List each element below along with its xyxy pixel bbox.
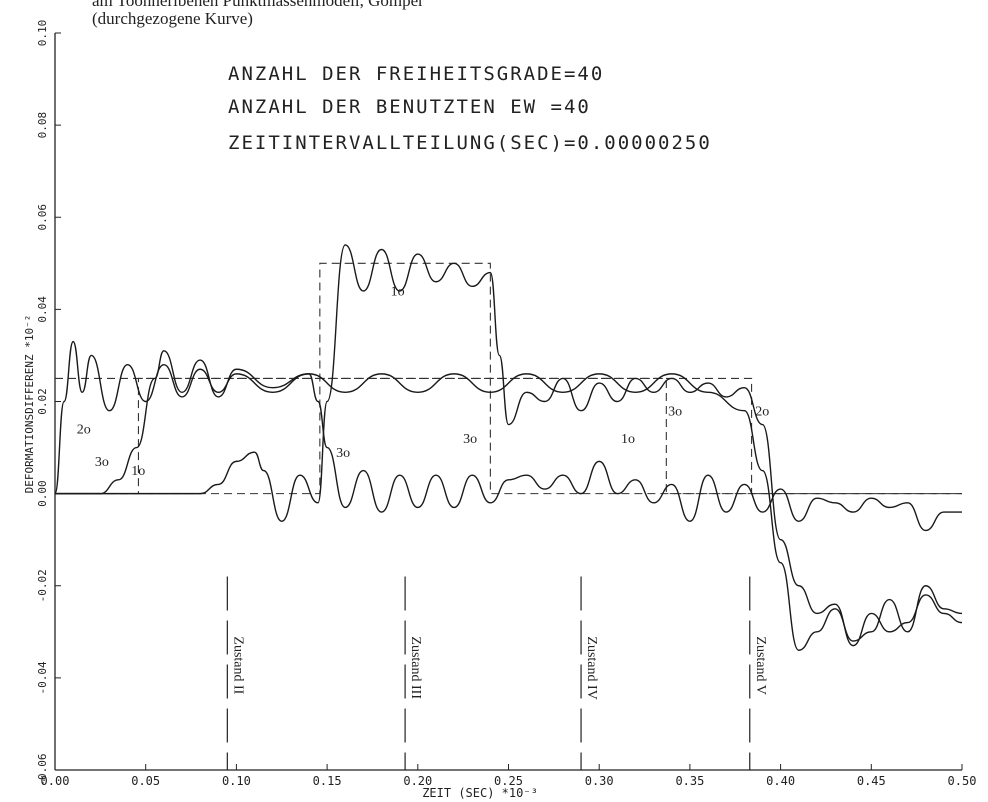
x-tick-label: 0.30: [585, 774, 614, 788]
x-tick-label: 0.20: [403, 774, 432, 788]
x-tick-label: 0.05: [131, 774, 160, 788]
curve-label: 3o: [95, 455, 109, 470]
x-tick-label: 0.45: [857, 774, 886, 788]
curve-labels: 1o 2o 3o 1o 3o 3o 1o 3o 2o: [77, 285, 769, 480]
curve-label: 2o: [77, 423, 91, 438]
curve-label: 3o: [336, 446, 350, 461]
y-tick-label: -0.04: [36, 661, 49, 694]
x-tick-label: 0.35: [675, 774, 704, 788]
reference-step-line: [55, 377, 962, 495]
state-label: Zustand IV: [584, 636, 599, 699]
y-tick-label: 0.08: [36, 112, 49, 139]
curve-label: 3o: [463, 432, 477, 447]
curve-label: 1o: [621, 432, 635, 447]
x-tick-label: 0.00: [41, 774, 70, 788]
curve-label: 1o: [131, 464, 145, 479]
y-tick-label: 0.06: [36, 204, 49, 231]
state-markers: Zustand II Zustand III Zustand IV Zustand V: [226, 576, 768, 770]
axes: 0.00 0.05 0.10 0.15 0.20 0.25 0.30 0.35 0.40 0.45…: [36, 20, 976, 788]
x-tick-label: 0.10: [222, 774, 251, 788]
y-tick-label: 0.10: [36, 20, 49, 47]
curve-label: 1o: [391, 285, 405, 300]
y-tick-label: 0.00: [36, 480, 49, 507]
x-tick-label: 0.15: [313, 774, 342, 788]
x-axis-label: ZEIT (SEC) *10⁻³: [422, 786, 538, 800]
series-line: [55, 244, 963, 647]
state-label: Zustand III: [408, 636, 423, 699]
state-label: Zustand V: [753, 636, 768, 694]
series-lines: [54, 244, 963, 651]
y-tick-label: -0.06: [36, 753, 49, 786]
y-tick-label: -0.02: [36, 569, 49, 602]
x-tick-label: 0.40: [766, 774, 795, 788]
state-label: Zustand II: [230, 636, 245, 694]
series-line: [55, 350, 962, 532]
header-line-2: (durchgezogene Kurve): [92, 9, 253, 28]
header-line-1: am Toonneribenen Punktmassenmodell, Gomp…: [92, 0, 424, 10]
x-tick-label: 0.50: [948, 774, 977, 788]
info-freiheitsgrade: ANZAHL DER FREIHEITSGRADE=40: [228, 63, 604, 85]
x-tick-label: 0.25: [494, 774, 523, 788]
reference-step-line: [55, 377, 962, 495]
curve-label: 3o: [668, 404, 682, 419]
info-zeitintervall: ZEITINTERVALLTEILUNG(SEC)=0.00000250: [228, 132, 712, 154]
curve-label: 2o: [755, 404, 769, 419]
y-axis-label: DEFORMATIONSDIFFERENZ *10⁻²: [23, 315, 36, 494]
y-tick-label: 0.04: [36, 296, 49, 323]
info-benutzte-ew: ANZAHL DER BENUTZTEN EW =40: [228, 96, 591, 118]
series-line: [54, 340, 963, 651]
y-tick-label: 0.02: [36, 388, 49, 415]
